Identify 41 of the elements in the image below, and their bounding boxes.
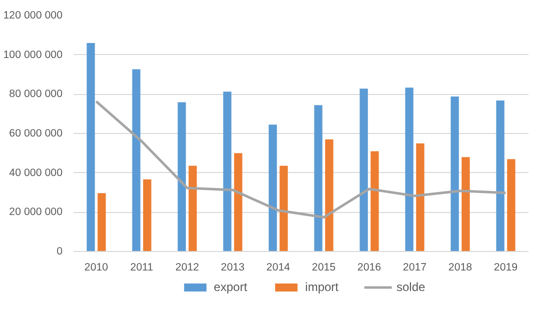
bar [462, 157, 470, 252]
y-tick-label: 40 000 000 [9, 166, 63, 179]
bar [234, 153, 242, 252]
bar [314, 105, 322, 252]
x-tick-label: 2016 [357, 262, 382, 274]
y-tick-label: 120 000 000 [3, 10, 63, 22]
x-tick-label: 2015 [312, 262, 336, 274]
bar [370, 151, 379, 252]
bar [86, 43, 95, 252]
bar [143, 179, 152, 252]
bar [450, 96, 459, 252]
y-tick-label: 60 000 000 [9, 128, 63, 140]
legend-label: solde [396, 280, 426, 294]
bar [325, 139, 334, 252]
x-tick-label: 2011 [130, 262, 154, 274]
x-tick-label: 2010 [84, 262, 108, 274]
y-tick-label: 0 [56, 246, 63, 258]
legend-label: import [305, 280, 339, 294]
bar [280, 166, 288, 252]
bar [405, 88, 414, 252]
bar [223, 92, 232, 252]
y-tick-label: 100 000 000 [3, 48, 63, 61]
y-tick-label: 80 000 000 [9, 88, 63, 100]
bar [496, 100, 504, 252]
bar [188, 166, 197, 252]
bar [360, 88, 368, 252]
legend-label: export [214, 280, 248, 294]
bar [268, 124, 277, 252]
bar [132, 69, 140, 252]
x-tick-label: 2017 [402, 262, 427, 274]
x-tick-label: 2014 [266, 262, 290, 274]
line-series [95, 100, 507, 219]
x-tick-label: 2019 [494, 262, 518, 274]
x-tick-label: 2012 [175, 262, 200, 274]
x-tick-label: 2013 [220, 262, 245, 274]
bar [507, 159, 516, 252]
bar [98, 193, 106, 252]
bar [416, 143, 424, 252]
bar [178, 102, 186, 252]
y-tick-label: 20 000 000 [9, 206, 63, 218]
x-tick-label: 2018 [448, 262, 472, 274]
